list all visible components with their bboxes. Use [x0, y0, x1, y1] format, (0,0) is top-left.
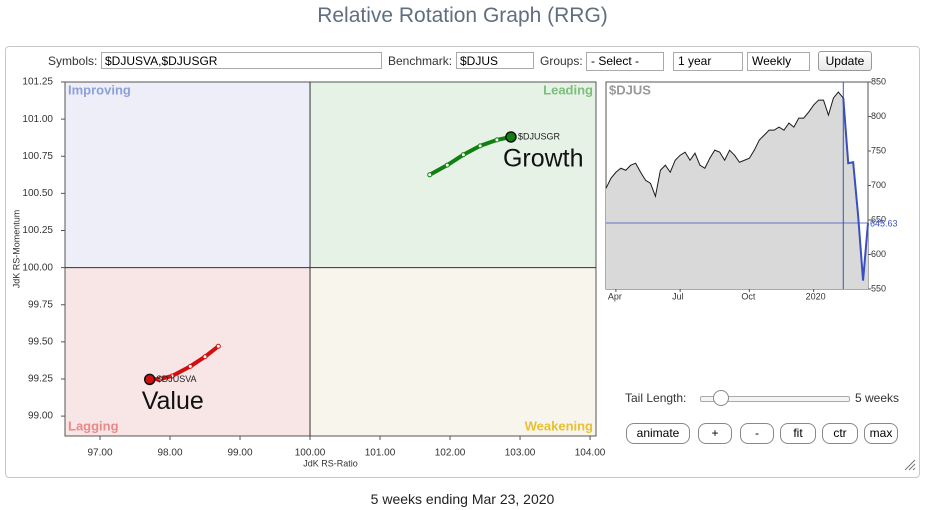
minus-button[interactable]: -	[740, 423, 774, 444]
footer: 5 weeks ending Mar 23, 2020	[370, 491, 555, 507]
tail-slider[interactable]	[700, 396, 850, 402]
plus-button[interactable]: +	[698, 423, 732, 444]
ctr-button[interactable]: ctr	[822, 423, 858, 444]
benchmark-input[interactable]: $DJUS	[456, 52, 534, 69]
max-button[interactable]: max	[864, 423, 898, 444]
tail-slider-knob[interactable]	[713, 390, 729, 406]
frequency-select[interactable]: Weekly	[747, 52, 810, 71]
panel	[5, 46, 920, 478]
animate-button[interactable]: animate	[626, 423, 690, 444]
update-button[interactable]: Update	[818, 51, 872, 71]
fit-button[interactable]: fit	[780, 423, 816, 444]
groups-select[interactable]: - Select -	[586, 52, 664, 71]
page-title: Relative Rotation Graph (RRG)	[317, 4, 608, 27]
symbols-label: Symbols:	[48, 54, 98, 68]
tail-length-label: Tail Length:	[625, 391, 687, 405]
tail-length-value: 5 weeks	[855, 391, 900, 405]
benchmark-label: Benchmark:	[388, 54, 453, 68]
groups-label: Groups:	[540, 54, 583, 68]
period-select[interactable]: 1 year	[673, 52, 743, 71]
symbols-input[interactable]: $DJUSVA,$DJUSGR	[101, 52, 382, 69]
